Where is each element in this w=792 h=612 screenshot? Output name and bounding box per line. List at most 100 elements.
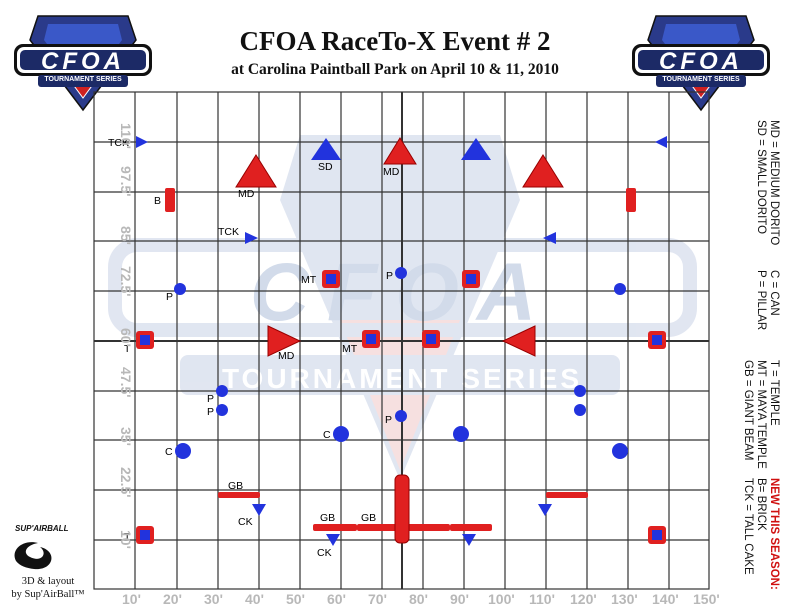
logo-brand: CFOA — [41, 48, 125, 75]
label-p: P — [386, 270, 394, 282]
x-label: 70' — [368, 591, 387, 607]
legend-brick: B= BRICK — [755, 478, 767, 531]
y-label: 35' — [118, 427, 134, 446]
cake — [462, 534, 476, 546]
giant-beam — [218, 492, 260, 498]
label-tck: TCK — [108, 137, 129, 149]
logo-tagline-right: TOURNAMENT SERIES — [662, 76, 740, 83]
small-dorito — [461, 138, 491, 160]
legend-giant-beam: GB = GIANT BEAM — [742, 360, 754, 461]
medium-dorito — [267, 325, 302, 357]
y-label: 47.5' — [118, 367, 134, 398]
medium-dorito — [383, 137, 417, 165]
tall-cake — [655, 136, 667, 148]
label-sd: SD — [318, 161, 333, 173]
watermark-tagline: TOURNAMENT SERIES — [222, 363, 582, 394]
legend-temple: T = TEMPLE — [768, 360, 780, 426]
x-label: 100' — [488, 591, 515, 607]
x-label: 90' — [450, 591, 469, 607]
x-label: 30' — [204, 591, 223, 607]
giant-beam — [546, 492, 588, 498]
giant-beam — [406, 524, 450, 531]
pillar — [574, 385, 586, 397]
y-label: 110' — [118, 123, 134, 149]
x-label: 130' — [611, 591, 638, 607]
credit-line1: 3D & layout — [21, 576, 75, 587]
logo-tagline: TOURNAMENT SERIES — [44, 76, 122, 83]
can — [612, 443, 628, 459]
maya-temple-core — [426, 334, 436, 344]
label-gb: GB — [228, 480, 244, 492]
maya-temple-core — [466, 274, 476, 284]
x-label: 140' — [652, 591, 679, 607]
y-label: 10' — [118, 530, 134, 549]
pillar — [216, 385, 228, 397]
x-label: 120' — [570, 591, 597, 607]
legend-md: MD = MEDIUM DORITO — [768, 120, 780, 246]
label-p: P — [207, 406, 215, 418]
y-label: 22.5' — [118, 467, 134, 498]
maya-temple-core — [326, 274, 336, 284]
temple-core — [652, 530, 662, 540]
label-md: MD — [383, 166, 400, 178]
legend-can: C = CAN — [768, 270, 780, 316]
pillar — [614, 283, 626, 295]
label-gb: GB — [320, 512, 336, 524]
cake — [538, 504, 552, 516]
label-c: C — [323, 429, 331, 441]
label-c: C — [165, 446, 173, 458]
credit-line2: by Sup'AirBall™ — [11, 589, 85, 600]
medium-dorito — [235, 154, 277, 188]
temple-core — [140, 335, 150, 345]
center-tower — [394, 474, 410, 544]
can — [453, 426, 469, 442]
label-gb: GB — [361, 512, 377, 524]
cfoa-logo-left: CFOA TOURNAMENT SERIES — [8, 12, 158, 112]
tall-cake — [245, 232, 258, 244]
legend-sd: SD = SMALL DORITO — [755, 120, 767, 235]
cfoa-logo-right: CFOA TOURNAMENT SERIES — [626, 12, 776, 112]
tall-cake — [136, 136, 148, 148]
temple-core — [140, 530, 150, 540]
y-label: 97.5' — [118, 166, 134, 197]
x-label: 80' — [409, 591, 428, 607]
label-t: T — [124, 343, 131, 355]
label-p: P — [385, 414, 393, 426]
can — [333, 426, 349, 442]
page-subtitle: at Carolina Paintball Park on April 10 &… — [231, 61, 559, 78]
pillar — [395, 410, 407, 422]
x-label: 40' — [245, 591, 264, 607]
y-label: 72.5' — [118, 266, 134, 297]
label-md: MD — [278, 350, 295, 362]
pillar — [216, 404, 228, 416]
cake — [252, 504, 266, 516]
x-label: 110' — [529, 591, 555, 607]
label-t: T — [124, 531, 131, 543]
label-md: MD — [238, 188, 255, 200]
grid — [93, 91, 710, 590]
label-ck: CK — [317, 547, 332, 559]
cake — [326, 534, 340, 546]
pillar — [395, 267, 407, 279]
can — [175, 443, 191, 459]
pillar — [574, 404, 586, 416]
page-title: CFOA RaceTo-X Event # 2 — [239, 26, 551, 56]
temple-core — [652, 335, 662, 345]
brick — [626, 188, 636, 212]
small-dorito — [311, 138, 341, 160]
pillar — [174, 283, 186, 295]
logo-brand-right: CFOA — [659, 48, 743, 75]
x-label: 10' — [122, 591, 141, 607]
supairball-logo — [14, 542, 52, 570]
legend-tall-cake: TCK = TALL CAKE — [742, 478, 754, 575]
label-tck: TCK — [218, 226, 239, 238]
x-label: 150' — [693, 591, 720, 607]
label-p: P — [207, 393, 215, 405]
tall-cake — [543, 232, 556, 244]
watermark-brand: CFOA — [250, 247, 554, 338]
label-p: P — [166, 291, 174, 303]
y-label: 85' — [118, 226, 134, 245]
maya-temple-core — [366, 334, 376, 344]
legend-pillar: P = PILLAR — [755, 270, 767, 331]
